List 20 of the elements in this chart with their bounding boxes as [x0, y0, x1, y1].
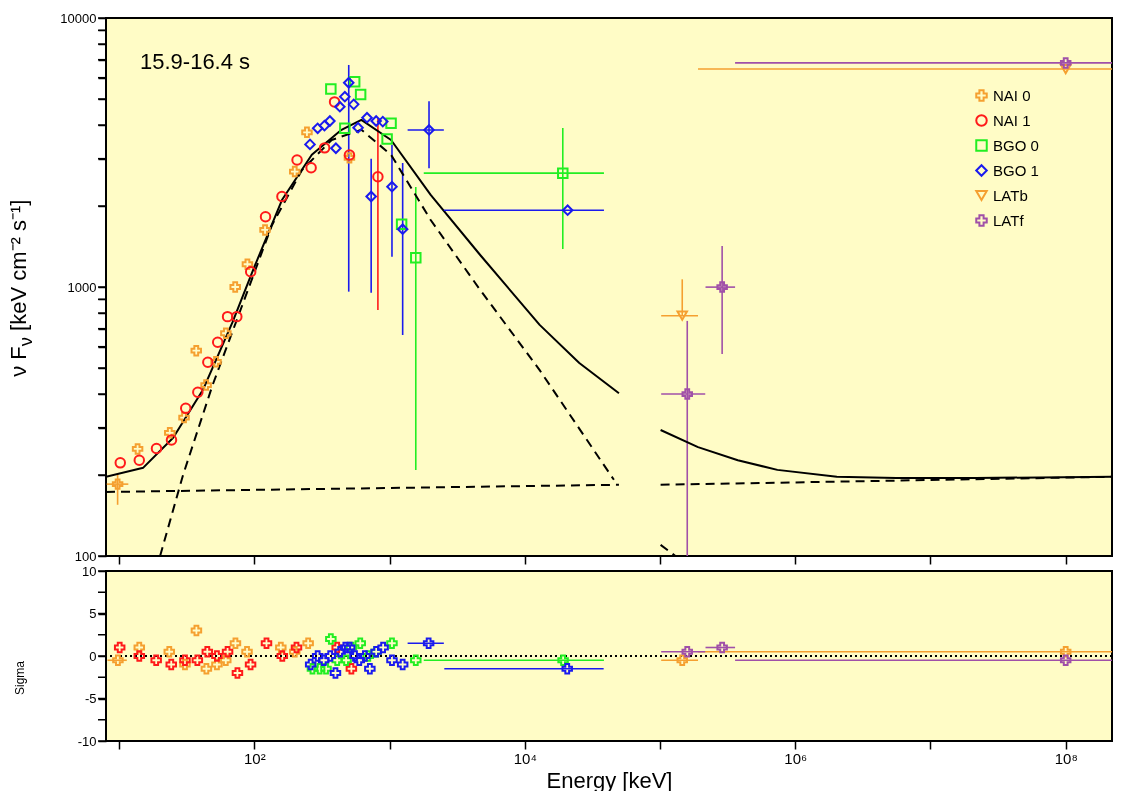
- x-tick-label: 10²: [243, 749, 266, 767]
- y-tick-label: 100: [74, 548, 97, 564]
- annotation: 15.9-16.4 s: [140, 49, 251, 74]
- y-tick-label: 1000: [67, 279, 97, 295]
- legend-label: NAI 0: [993, 86, 1031, 104]
- y-tick-label: 0: [89, 648, 97, 664]
- legend-label: LATb: [993, 186, 1028, 204]
- x-tick-label: 10⁸: [1054, 749, 1078, 767]
- y-tick-label: -5: [84, 691, 97, 706]
- x-tick-label: 10⁴: [513, 749, 537, 767]
- x-tick-label: 10⁶: [784, 749, 808, 767]
- legend-label: BGO 0: [993, 136, 1039, 154]
- y-tick-label: 5: [89, 606, 97, 621]
- y-tick-label: 10: [82, 563, 97, 579]
- legend-label: NAI 1: [993, 111, 1031, 129]
- legend-label: LATf: [993, 211, 1025, 229]
- y-tick-label: 10000: [60, 10, 97, 26]
- y-axis-title: Sigma: [12, 660, 27, 696]
- y-tick-label: -10: [77, 733, 97, 749]
- legend-label: BGO 1: [993, 161, 1039, 179]
